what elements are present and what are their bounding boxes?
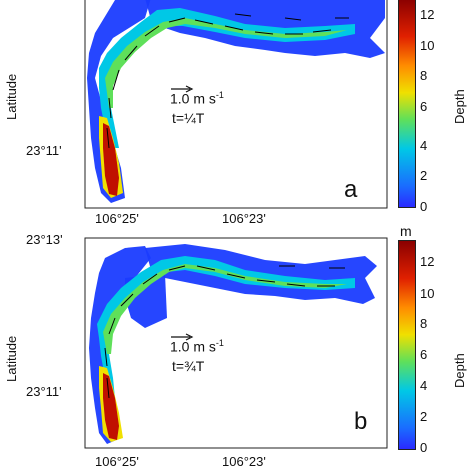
flow-arrows-a: [106, 13, 349, 149]
panel-letter-a: a: [344, 176, 358, 203]
panel-b: 1.0 m s-1 t=¾T b Latitude 23°13' 23°11' …: [0, 223, 474, 474]
colorbar-b-tick-10: 10: [420, 286, 435, 301]
lat-tick-b-2: 23°11': [26, 384, 62, 399]
time-label-b: t=¾T: [172, 358, 205, 374]
depth-label-b: Depth: [452, 353, 467, 388]
lon-tick-a-1: 106°25': [95, 211, 139, 226]
colorbar-a-tick-2: 2: [420, 168, 428, 183]
colorbar-a-tick-4: 4: [420, 138, 428, 153]
colorbar-a-tick-0: 0: [420, 199, 428, 214]
colorbar-a-tick-8: 8: [420, 68, 428, 83]
time-label-a: t=¼T: [172, 110, 205, 126]
panel-letter-b: b: [354, 408, 368, 435]
scale-arrow-a: [171, 85, 194, 93]
scale-value-a: 1.0 m s: [170, 90, 216, 107]
flow-arrows-b: [104, 265, 345, 399]
colorbar-b-tick-6: 6: [420, 347, 428, 362]
panel-a: 1.0 m s-1 t=¼T a Latitude 23°11' 106°25'…: [4, 0, 467, 226]
channel-deepest-a: [103, 123, 119, 196]
colorbar-b-tick-2: 2: [420, 409, 428, 424]
scale-label-b: 1.0 m s-1: [170, 338, 224, 355]
scale-arrow-b: [171, 333, 194, 341]
colorbar-b: [398, 240, 416, 450]
map-frame-b: [84, 237, 388, 449]
map-frame-a: [84, 0, 388, 209]
colorbar-a-tick-6: 6: [420, 99, 428, 114]
lat-tick-b-1: 23°13': [26, 232, 63, 247]
colorbar-b-tick-12: 12: [420, 254, 435, 269]
colorbar-a: [398, 0, 416, 208]
colorbar-b-tick-4: 4: [420, 378, 428, 393]
scale-label-a: 1.0 m s-1: [170, 90, 224, 107]
lat-tick-a-1: 23°11': [26, 143, 62, 158]
scale-value-b: 1.0 m s: [170, 338, 216, 355]
depth-label-a: Depth: [452, 89, 467, 124]
latitude-label-a: Latitude: [4, 73, 19, 120]
lon-tick-b-1: 106°25': [95, 454, 139, 469]
latitude-label-b: Latitude: [4, 335, 19, 382]
scale-exp-a: -1: [215, 90, 224, 100]
colorbar-b-unit: m: [400, 223, 412, 239]
colorbar-b-tick-0: 0: [420, 440, 428, 455]
colorbar-a-tick-10: 10: [420, 38, 435, 53]
colorbar-a-tick-12: 12: [420, 7, 435, 22]
colorbar-b-tick-8: 8: [420, 316, 428, 331]
scale-exp-b: -1: [215, 338, 224, 348]
lon-tick-b-2: 106°23': [222, 454, 266, 469]
channel-deepest-b: [103, 373, 119, 440]
lon-tick-a-2: 106°23': [222, 211, 266, 226]
